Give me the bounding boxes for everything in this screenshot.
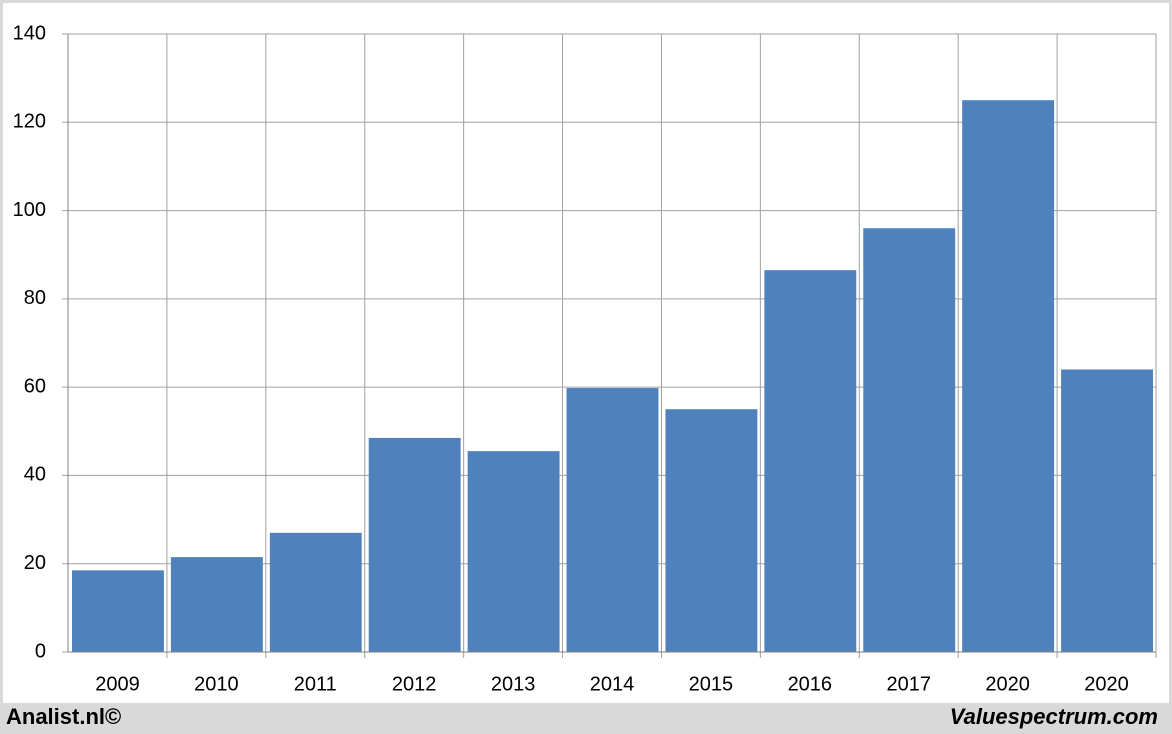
x-tick-label: 2011 xyxy=(294,673,337,695)
footer-right: Valuespectrum.com xyxy=(950,704,1158,729)
x-tick-label: 2020 xyxy=(985,673,1030,695)
bar xyxy=(72,570,164,652)
bar xyxy=(566,388,659,652)
bar xyxy=(1061,369,1153,652)
x-tick-label: 2020 xyxy=(1084,673,1129,695)
y-tick-label: 0 xyxy=(35,640,46,662)
bar xyxy=(368,437,461,652)
y-tick-label: 20 xyxy=(24,552,46,574)
x-tick-label: 2016 xyxy=(788,673,833,695)
y-tick-label: 100 xyxy=(13,199,46,221)
x-tick-label: 2017 xyxy=(886,673,931,695)
y-tick-label: 140 xyxy=(13,22,46,44)
x-tick-label: 2009 xyxy=(95,673,140,695)
x-tick-label: 2010 xyxy=(194,673,239,695)
x-tick-label: 2015 xyxy=(689,673,734,695)
bar xyxy=(962,100,1055,652)
bar xyxy=(467,451,560,652)
y-tick-label: 120 xyxy=(13,111,46,133)
x-tick-label: 2014 xyxy=(590,673,635,695)
x-tick-label: 2012 xyxy=(392,673,437,695)
bar xyxy=(170,557,263,652)
y-tick-label: 60 xyxy=(24,375,46,397)
x-tick-label: 2013 xyxy=(491,673,536,695)
bar xyxy=(665,409,758,652)
bar xyxy=(863,228,956,652)
y-tick-label: 40 xyxy=(24,464,46,486)
y-tick-label: 80 xyxy=(24,287,46,309)
bar xyxy=(764,270,857,652)
footer-left: Analist.nl© xyxy=(6,704,121,729)
bar xyxy=(269,532,362,652)
